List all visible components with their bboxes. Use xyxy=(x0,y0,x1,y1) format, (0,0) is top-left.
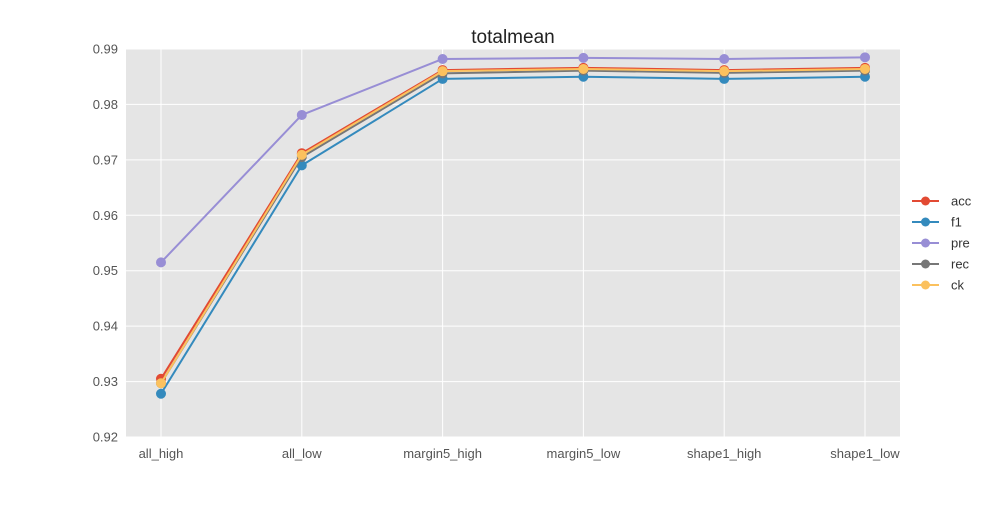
y-tick-label: 0.93 xyxy=(93,374,118,389)
legend-item-f1: f1 xyxy=(912,215,962,230)
data-point xyxy=(296,109,307,120)
series-lines xyxy=(156,52,870,399)
legend-swatch-marker xyxy=(921,259,930,269)
y-tick-label: 0.97 xyxy=(93,152,118,167)
legend-swatch-marker xyxy=(921,238,930,248)
x-tick-label: shape1_high xyxy=(687,446,761,461)
data-point xyxy=(437,66,448,77)
legend-item-ck: ck xyxy=(912,278,965,293)
data-point xyxy=(860,63,870,74)
data-point xyxy=(860,52,870,63)
data-point xyxy=(719,66,730,77)
data-point xyxy=(578,63,589,74)
y-tick-label: 0.96 xyxy=(93,208,118,223)
data-point xyxy=(156,257,166,268)
data-point xyxy=(578,52,589,63)
legend-label: rec xyxy=(951,257,970,272)
legend-swatch-marker xyxy=(921,217,930,227)
series-line xyxy=(160,67,866,384)
legend: acc f1 pre rec ck xyxy=(912,194,972,293)
legend-label: ck xyxy=(951,278,965,293)
grid xyxy=(126,48,900,438)
y-tick-label: 0.99 xyxy=(93,42,118,57)
y-tick-label: 0.94 xyxy=(93,319,118,334)
series-line xyxy=(160,66,866,380)
legend-label: pre xyxy=(951,236,970,251)
legend-item-rec: rec xyxy=(912,257,970,272)
data-point xyxy=(296,149,307,160)
legend-label: acc xyxy=(951,194,972,209)
legend-label: f1 xyxy=(951,215,962,230)
y-tick-label: 0.98 xyxy=(93,97,118,112)
data-point xyxy=(437,53,448,64)
legend-item-acc: acc xyxy=(912,194,972,209)
chart-title: totalmean xyxy=(471,27,554,48)
legend-item-pre: pre xyxy=(912,236,970,251)
legend-swatch-marker xyxy=(921,280,930,290)
plot-background xyxy=(126,49,900,437)
x-tick-label: all_high xyxy=(139,446,184,461)
x-tick-label: all_low xyxy=(282,446,322,461)
data-point xyxy=(719,53,730,64)
y-tick-label: 0.92 xyxy=(93,430,118,445)
legend-swatch-marker xyxy=(921,196,930,206)
series-line xyxy=(160,56,866,264)
series-pre xyxy=(156,52,870,268)
x-axis: all_high all_low margin5_high margin5_low sh… xyxy=(139,446,901,461)
y-axis: 0.92 0.93 0.94 0.95 0.96 0.97 0.98 0.99 xyxy=(93,42,118,445)
y-tick-label: 0.95 xyxy=(93,263,118,278)
data-point xyxy=(156,378,166,389)
series-line xyxy=(160,75,866,395)
x-tick-label: margin5_low xyxy=(547,446,621,461)
x-tick-label: shape1_low xyxy=(830,446,900,461)
series-ck xyxy=(156,63,870,389)
x-tick-label: margin5_high xyxy=(403,446,482,461)
data-point xyxy=(156,388,166,399)
